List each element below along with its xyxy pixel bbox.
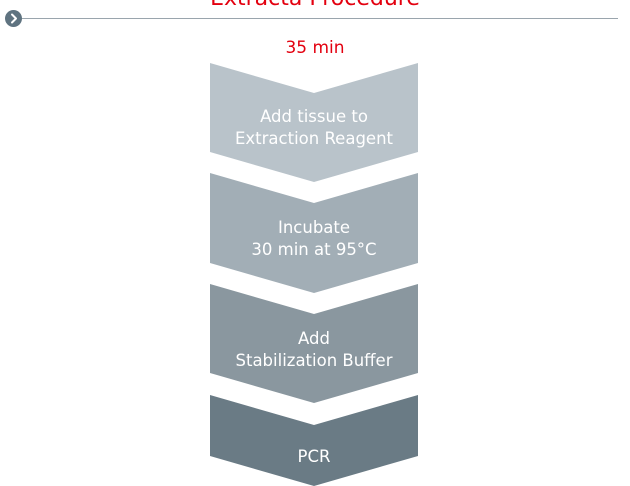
step-2-chevron <box>210 173 418 293</box>
step-3-line-2: Stabilization Buffer <box>235 351 393 370</box>
step-3-label: Add Stabilization Buffer <box>210 328 418 372</box>
step-4-label: PCR <box>210 446 418 468</box>
step-1-line-1: Add tissue to <box>260 107 368 126</box>
step-4-line-1: PCR <box>297 447 331 466</box>
chevron-right-icon <box>11 13 17 24</box>
section-bullet <box>5 10 22 27</box>
step-4-chevron <box>210 395 418 486</box>
procedure-title: Extracta Procedure <box>0 0 630 11</box>
step-1-line-2: Extraction Reagent <box>234 129 393 148</box>
step-3-chevron <box>210 284 418 403</box>
step-2-label: Incubate 30 min at 95°C <box>210 217 418 261</box>
step-1-chevron <box>210 63 418 182</box>
step-3-line-1: Add <box>298 329 330 348</box>
total-time-label: 35 min <box>285 38 345 58</box>
step-1-label: Add tissue to Extraction Reagent <box>210 106 418 150</box>
header-divider <box>22 18 618 19</box>
step-2-line-2: 30 min at 95°C <box>251 240 377 259</box>
step-2-line-1: Incubate <box>277 218 351 237</box>
